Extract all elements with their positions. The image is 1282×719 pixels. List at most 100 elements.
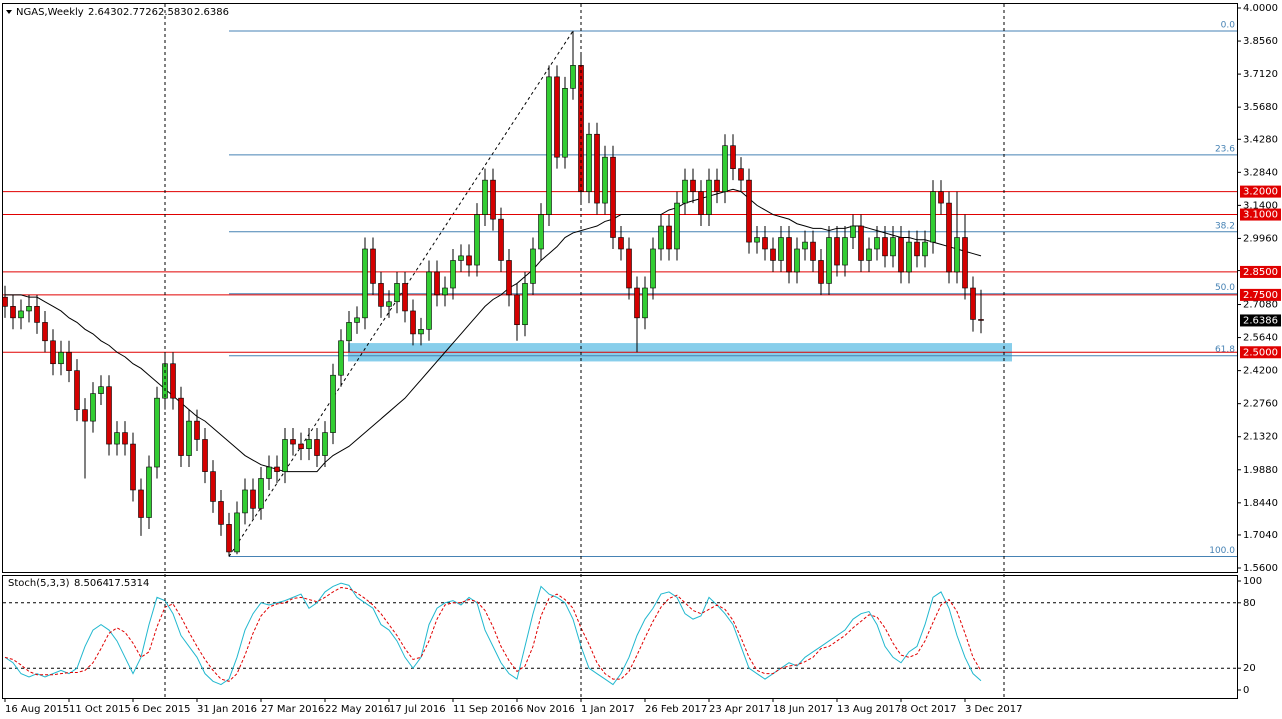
header-low: 2.5830 <box>158 7 193 18</box>
candle-body <box>114 432 120 445</box>
candle-body <box>210 471 216 502</box>
fib-label: 100.0 <box>1209 546 1235 556</box>
candle-body <box>786 237 792 273</box>
candle-body <box>474 214 480 266</box>
candle-body <box>642 287 648 319</box>
candle-body <box>946 202 952 273</box>
candle-body <box>146 466 152 518</box>
candle-body <box>834 237 840 266</box>
x-tick-label: 31 Jan 2016 <box>197 704 257 715</box>
plot: 0.0 23.6 38.2 50.0 61.8 100.0 4.0000 3.8560 3.71… <box>2 3 1281 715</box>
x-tick-label: 17 Jul 2016 <box>389 704 446 715</box>
candle-body <box>602 156 608 204</box>
candle-body <box>154 397 160 468</box>
y-tick-label: 2.5640 <box>1243 333 1278 344</box>
fib-label: 50.0 <box>1215 283 1235 293</box>
candle-body <box>106 386 112 445</box>
y-tick-label: 3.8560 <box>1243 36 1278 47</box>
level-tag <box>1240 346 1281 359</box>
candle-body <box>178 397 184 456</box>
y-tick-label: 2.2760 <box>1243 399 1278 410</box>
candle-body <box>970 287 976 320</box>
candle-body <box>218 501 224 525</box>
candle-body <box>930 191 936 243</box>
candle-body <box>290 439 296 445</box>
candle-body <box>882 237 888 257</box>
x-tick-label: 1 Jan 2017 <box>581 704 635 715</box>
x-tick-label: 22 May 2016 <box>325 704 390 715</box>
fib-label: 38.2 <box>1215 221 1235 231</box>
candle-body <box>538 214 544 250</box>
fib-label: 61.8 <box>1215 345 1235 355</box>
candle-body <box>722 145 728 192</box>
candle-body <box>466 255 472 266</box>
y-tick-label: 2.1320 <box>1243 432 1278 443</box>
candle-body <box>234 512 240 553</box>
y-tick-label: 3.4280 <box>1243 134 1278 145</box>
x-tick-label: 13 Aug 2017 <box>837 704 901 715</box>
y-tick-label: 0 <box>1243 685 1249 696</box>
candle-body <box>250 489 256 509</box>
stoch-main-value: 8.5064 <box>74 578 109 589</box>
candle-body <box>866 248 872 261</box>
candle-body <box>666 225 672 250</box>
candle-body <box>850 225 856 238</box>
header-open: 2.6430 <box>88 7 123 18</box>
candle-body <box>634 287 640 319</box>
x-tick-label: 3 Dec 2017 <box>965 704 1023 715</box>
candle-body <box>394 283 400 303</box>
y-tick-label: 80 <box>1243 598 1256 609</box>
candle-body <box>954 237 960 273</box>
level-label: 2.7500 <box>1243 290 1278 301</box>
candle-body <box>714 179 720 192</box>
candle-body <box>10 306 16 319</box>
candle-body <box>778 237 784 261</box>
candle-body <box>914 241 920 257</box>
menu-arrow[interactable] <box>6 10 12 14</box>
candle-body <box>338 340 344 376</box>
level-tag <box>1240 185 1281 198</box>
candle-body <box>698 191 704 215</box>
candle-body <box>762 237 768 250</box>
candle-body <box>586 133 592 192</box>
candle-body <box>42 322 48 342</box>
last-price-label: 2.6386 <box>1243 315 1278 326</box>
level-tag <box>1240 208 1281 221</box>
candle-body <box>610 156 616 238</box>
candle-body <box>282 439 288 472</box>
candle-body <box>90 393 96 422</box>
candle-body <box>498 218 504 261</box>
candle-body <box>442 287 448 296</box>
candle-body <box>770 248 776 261</box>
candle-body <box>922 241 928 257</box>
candle-body <box>546 76 552 215</box>
candle-body <box>34 306 40 323</box>
level-label: 3.2000 <box>1243 187 1278 198</box>
y-tick-label: 2.4200 <box>1243 366 1278 377</box>
x-tick-label: 16 Aug 2015 <box>5 704 69 715</box>
header-high: 2.7726 <box>123 7 158 18</box>
x-tick-label: 27 Mar 2016 <box>261 704 324 715</box>
candle-body <box>594 133 600 204</box>
candle-body <box>266 466 272 479</box>
candle-body <box>514 294 520 326</box>
level-label: 2.8500 <box>1243 267 1278 278</box>
candle-body <box>274 466 280 472</box>
candle-body <box>314 439 320 456</box>
fib-label: 0.0 <box>1221 20 1236 30</box>
candle-body <box>938 191 944 204</box>
y-tick-label: 100 <box>1243 576 1262 587</box>
candle-body <box>306 439 312 449</box>
x-tick-label: 8 Oct 2017 <box>901 704 956 715</box>
level-tag <box>1240 265 1281 278</box>
price-panel <box>2 3 1238 573</box>
candle-body <box>978 319 984 321</box>
candle-body <box>570 65 576 89</box>
x-tick-label: 23 Apr 2017 <box>709 704 771 715</box>
candle-body <box>386 301 392 307</box>
candle-body <box>186 420 192 456</box>
candle-body <box>874 237 880 250</box>
candle-body <box>418 329 424 335</box>
candle-body <box>170 363 176 399</box>
